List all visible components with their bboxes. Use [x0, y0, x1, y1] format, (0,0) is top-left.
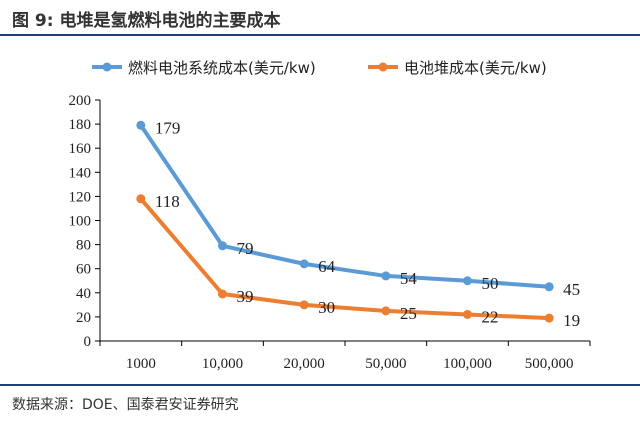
data-point	[381, 306, 391, 316]
y-tick-label: 100	[69, 214, 92, 230]
x-tick-label: 10,000	[202, 356, 243, 372]
y-tick-label: 160	[69, 141, 92, 157]
x-tick-label: 100,000	[443, 356, 492, 372]
series-line-1	[138, 123, 552, 289]
x-tick-label: 1000	[126, 356, 156, 372]
data-point	[544, 313, 554, 323]
y-tick-label: 120	[69, 189, 92, 205]
data-point	[381, 271, 391, 281]
x-tick-label: 20,000	[284, 356, 325, 372]
data-point	[136, 120, 146, 130]
y-tick-label: 60	[76, 262, 91, 278]
series-line-2	[138, 196, 552, 321]
data-point	[544, 282, 554, 292]
data-point	[218, 289, 227, 299]
data-point	[463, 309, 472, 319]
data-label: 179	[155, 118, 181, 137]
data-label: 22	[482, 307, 499, 326]
data-point	[463, 276, 472, 286]
x-tick-label: 50,000	[365, 356, 406, 372]
data-label: 54	[400, 269, 418, 288]
legend-marker-2	[378, 62, 388, 72]
y-tick-label: 140	[69, 165, 92, 181]
x-tick-label: 500,000	[525, 356, 574, 372]
data-label: 39	[237, 287, 254, 306]
y-tick-label: 200	[69, 93, 92, 109]
data-label: 19	[563, 311, 580, 330]
source-note: 数据来源：DOE、国泰君安证券研究	[12, 397, 239, 413]
data-point	[299, 300, 309, 310]
y-tick-label: 20	[76, 310, 91, 326]
chart-title: 图 9: 电堆是氢燃料电池的主要成本	[12, 11, 281, 31]
legend-label-2: 电池堆成本(美元/kw)	[404, 59, 547, 77]
data-point	[218, 241, 227, 251]
x-axis: 1000 10,000 20,000 50,000 100,000 500,000	[99, 340, 591, 372]
data-label: 64	[318, 257, 336, 276]
y-axis: 0 20 40 60 80 100 120 140 160 180 200	[69, 93, 101, 350]
data-point	[299, 259, 309, 269]
legend-marker-1	[102, 62, 112, 72]
data-label: 45	[563, 280, 580, 299]
data-label: 79	[237, 239, 254, 258]
legend: 燃料电池系统成本(美元/kw) 电池堆成本(美元/kw)	[92, 59, 547, 77]
series-group: 179 79 64 54 50 45 118 39 30 25 22 19	[136, 118, 580, 330]
source-bar: 数据来源：DOE、国泰君安证券研究	[0, 384, 640, 424]
y-tick-label: 0	[84, 334, 92, 350]
title-bar: 图 9: 电堆是氢燃料电池的主要成本	[0, 0, 640, 36]
data-point	[136, 194, 146, 204]
data-label: 50	[482, 274, 499, 293]
y-tick-label: 180	[69, 117, 92, 133]
legend-label-1: 燃料电池系统成本(美元/kw)	[128, 59, 316, 77]
y-tick-label: 40	[76, 286, 91, 302]
data-label: 25	[400, 304, 417, 323]
y-tick-label: 80	[76, 238, 91, 254]
data-label: 30	[318, 298, 335, 317]
line-chart: 燃料电池系统成本(美元/kw) 电池堆成本(美元/kw) 0 20 40 60 80 100…	[69, 59, 591, 372]
data-label: 118	[155, 192, 180, 211]
